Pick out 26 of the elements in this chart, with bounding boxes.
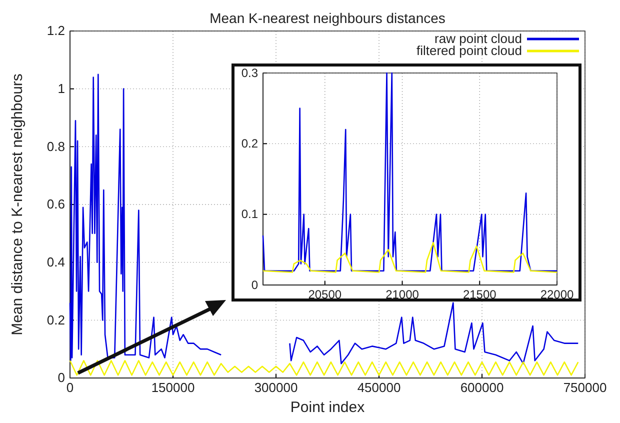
- x-tick-label: 600000: [460, 380, 504, 396]
- x-tick-label: 20500: [308, 288, 342, 302]
- x-tick-label: 450000: [357, 380, 401, 396]
- y-tick-label: 0.6: [46, 196, 65, 212]
- legend-label: raw point cloud: [434, 31, 522, 46]
- x-tick-label: 750000: [563, 380, 607, 396]
- y-tick-label: 0.2: [241, 136, 258, 151]
- y-tick-label: 0.8: [46, 138, 65, 154]
- x-tick-label: 21000: [386, 288, 420, 302]
- y-tick-label: 0.4: [46, 254, 65, 270]
- y-tick-label: 1.2: [46, 23, 65, 38]
- y-tick-label: 0.3: [241, 66, 258, 80]
- y-tick-label: 0.2: [46, 312, 65, 328]
- line-series: [69, 360, 579, 376]
- y-tick-label: 1: [58, 80, 65, 96]
- x-tick-label: 21500: [462, 288, 497, 302]
- y-tick-label: 0.1: [241, 207, 258, 222]
- x-tick-label: 300000: [254, 380, 298, 396]
- y-axis-title: Mean distance to K-nearest neighbours: [9, 74, 26, 336]
- x-tick-label: 150000: [151, 380, 195, 396]
- line-series: [262, 242, 558, 273]
- y-tick-label: 0: [251, 278, 258, 292]
- x-tick-label: 22000: [540, 288, 574, 302]
- chart-title: Mean K-nearest neighbours distances: [210, 10, 446, 26]
- x-axis-title: Point index: [290, 399, 366, 416]
- y-tick-label: 0: [58, 370, 65, 386]
